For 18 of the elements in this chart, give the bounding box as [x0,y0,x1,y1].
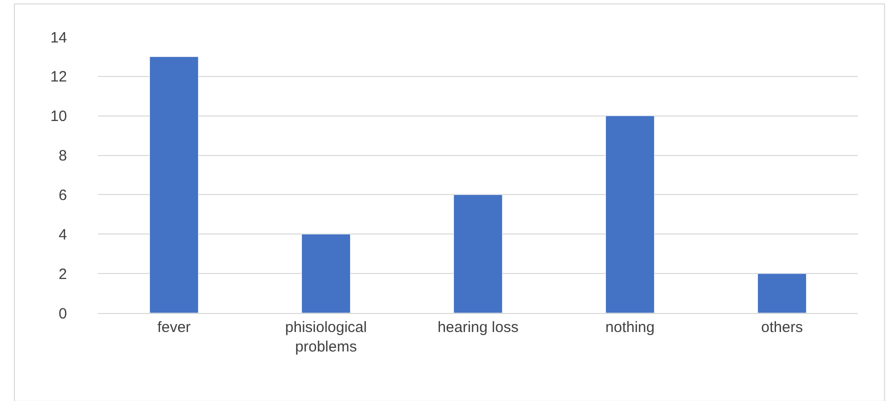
y-tick-label: 12 [50,68,67,86]
y-tick-label: 0 [58,305,67,322]
bar [757,273,807,313]
y-tick-label: 8 [58,148,67,165]
y-tick-label: 14 [50,29,67,46]
bar [149,56,199,313]
bar [453,194,503,313]
y-tick-label: 10 [50,108,67,126]
x-tick-label: hearing loss [438,319,518,336]
y-tick-label: 6 [58,186,67,204]
x-tick-label: others [761,319,803,336]
bar [605,116,655,313]
x-tick-label: phisiological problems [285,319,367,356]
bar [301,234,351,313]
x-tick-label: nothing [605,319,655,336]
x-tick-label: fever [157,319,191,336]
y-tick-label: 2 [58,266,67,283]
y-tick-label: 4 [58,226,67,244]
